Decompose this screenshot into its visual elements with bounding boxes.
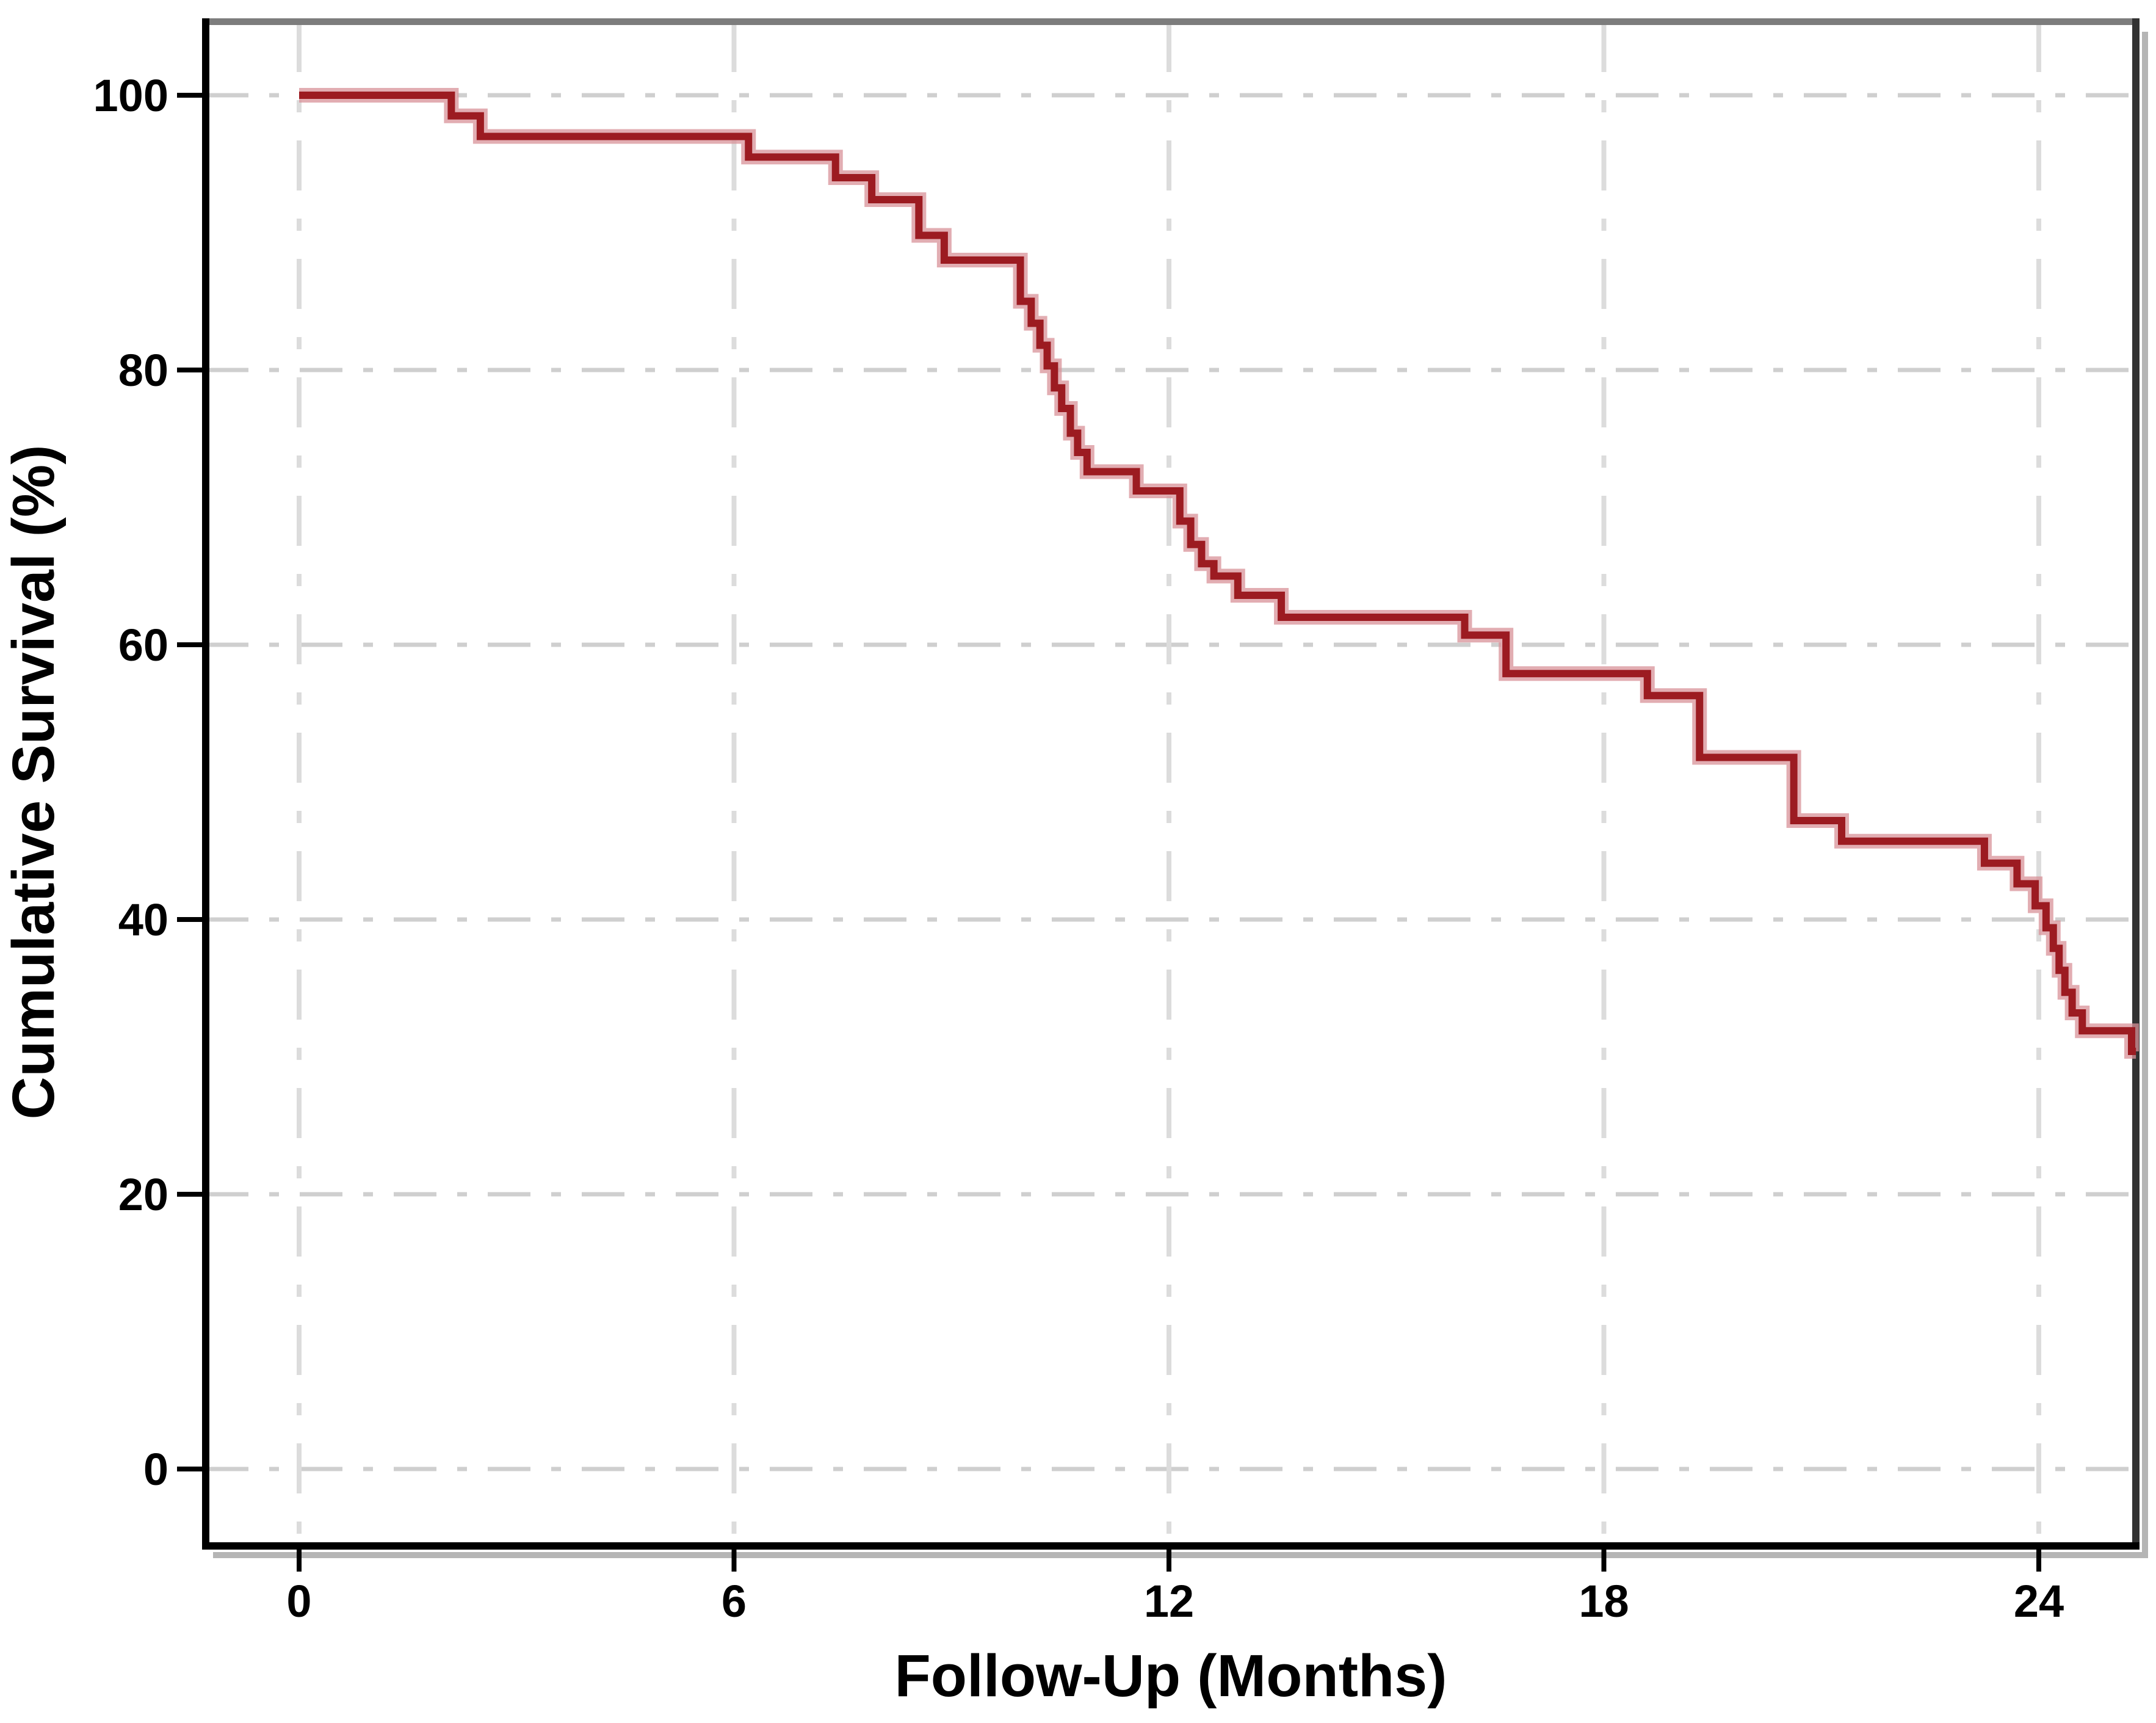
x-tick-24: [2036, 1550, 2041, 1572]
axis-tick-labels: 0 20 40 60 80 100 0 6 12 18 24: [93, 70, 2064, 1627]
x-axis-title: Follow-Up (Months): [894, 1642, 1447, 1709]
y-tick-label-100: 100: [93, 70, 168, 121]
y-tick-label-80: 80: [118, 345, 168, 396]
horizontal-gridlines: [206, 93, 2136, 1471]
y-tick-label-60: 60: [118, 620, 168, 670]
survival-curve: [299, 88, 2139, 1059]
y-axis-title: Cumulative Survival (%): [0, 444, 67, 1119]
frame-shadow-right: [2142, 32, 2148, 1556]
vertical-gridlines: [297, 22, 2041, 1546]
axis-ticks: [177, 93, 2041, 1572]
y-tick-80: [177, 368, 206, 372]
y-tick-20: [177, 1192, 206, 1197]
x-tick-label-24: 24: [2014, 1576, 2064, 1627]
y-tick-label-0: 0: [143, 1444, 168, 1495]
y-tick-0: [177, 1467, 206, 1471]
x-tick-label-0: 0: [286, 1576, 311, 1627]
frame-top-border: [202, 18, 2140, 25]
y-tick-40: [177, 917, 206, 922]
y-tick-label-40: 40: [118, 894, 168, 945]
plot-frame: [202, 18, 2148, 1558]
y-tick-label-20: 20: [118, 1169, 168, 1220]
x-tick-18: [1601, 1550, 1607, 1572]
x-tick-label-6: 6: [722, 1576, 747, 1627]
x-tick-12: [1167, 1550, 1171, 1572]
frame-shadow-bottom: [213, 1552, 2148, 1558]
y-axis-line: [202, 18, 209, 1550]
y-tick-100: [177, 93, 206, 98]
x-tick-6: [731, 1550, 737, 1572]
x-tick-label-12: 12: [1144, 1576, 1194, 1627]
y-tick-60: [177, 642, 206, 647]
survival-curve-line: [299, 92, 2136, 1055]
frame-right-border: [2132, 18, 2140, 1550]
x-tick-0: [297, 1550, 302, 1572]
x-axis-line: [202, 1542, 2140, 1550]
x-tick-label-18: 18: [1579, 1576, 1629, 1627]
